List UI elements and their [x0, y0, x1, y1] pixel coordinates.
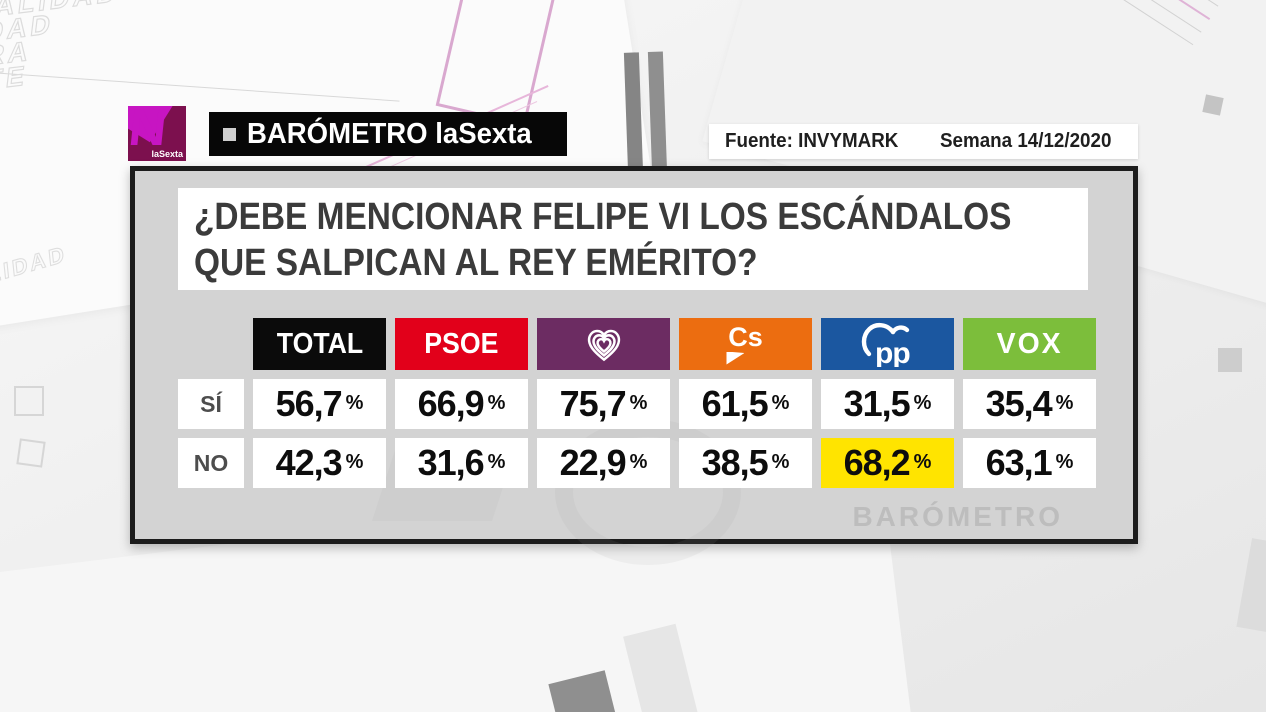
- value-no-podemos: 22,9%: [537, 438, 670, 488]
- bg-right-bar: [1236, 538, 1266, 632]
- value-no-ciudadanos: 38,5%: [679, 438, 812, 488]
- ciudadanos-logo: Cs: [726, 321, 763, 365]
- podemos-heart-icon: [587, 329, 620, 362]
- value-si-psoe: 66,9%: [395, 379, 528, 429]
- bg-diagonal-lines: [926, 0, 1226, 120]
- lasexta-logo-brand: laSexta: [151, 149, 183, 159]
- source-week: Semana 14/12/2020: [939, 130, 1112, 152]
- source-box: Fuente: INVYMARK Semana 14/12/2020: [709, 124, 1138, 159]
- banner-title: BARÓMETRO laSexta: [247, 117, 532, 150]
- psoe-logo: PSOE: [424, 327, 499, 360]
- bg-bottom-bars: [468, 623, 703, 712]
- bg-outline-text: ALIDAD DAD RA TE: [0, 0, 123, 96]
- poll-panel: ¿DEBE MENCIONAR FELIPE VI LOS ESCÁNDALOS…: [130, 166, 1138, 565]
- bg-square: [16, 438, 46, 468]
- value-no-psoe: 31,6%: [395, 438, 528, 488]
- column-header-ciudadanos: Cs: [679, 318, 812, 370]
- value-no-pp-highlighted: 68,2%: [821, 438, 954, 488]
- value-no-total: 42,3%: [253, 438, 386, 488]
- value-no-vox: 63,1%: [963, 438, 1096, 488]
- poll-question-line1: ¿DEBE MENCIONAR FELIPE VI LOS ESCÁNDALOS: [194, 196, 1012, 238]
- value-si-podemos: 75,7%: [537, 379, 670, 429]
- barometro-watermark: BARÓMETRO: [852, 501, 1063, 532]
- bg-outline-text-side: LIDAD: [0, 240, 68, 289]
- row-label-si: SÍ: [178, 379, 244, 429]
- column-header-psoe: PSOE: [395, 318, 528, 370]
- source-label: Fuente: INVYMARK: [725, 130, 899, 152]
- banner-bullet-icon: [223, 127, 236, 141]
- value-si-ciudadanos: 61,5%: [679, 379, 812, 429]
- pp-logo: pp: [861, 323, 911, 367]
- svg-text:pp: pp: [875, 337, 910, 367]
- cs-flag-icon: [726, 351, 745, 365]
- poll-question: ¿DEBE MENCIONAR FELIPE VI LOS ESCÁNDALOS…: [178, 188, 1088, 290]
- value-si-vox: 35,4%: [963, 379, 1096, 429]
- lasexta-logo: N laSexta: [128, 106, 186, 161]
- column-header-podemos: [537, 318, 670, 370]
- column-header-total: TOTAL: [253, 318, 386, 370]
- bg-grey-bars: [623, 51, 674, 175]
- vox-logo: VOX: [996, 327, 1063, 360]
- column-header-pp: pp: [821, 318, 954, 370]
- value-si-pp: 31,5%: [821, 379, 954, 429]
- poll-table: TOTAL PSOE Cs: [178, 318, 1096, 488]
- poll-question-line2: QUE SALPICAN AL REY EMÉRITO?: [194, 242, 758, 284]
- bg-square: [14, 386, 44, 416]
- total-label: TOTAL: [276, 327, 363, 360]
- row-label-no: NO: [178, 438, 244, 488]
- cs-logo-text: Cs: [728, 321, 763, 352]
- value-si-total: 56,7%: [253, 379, 386, 429]
- bg-line: [0, 71, 400, 102]
- program-banner: BARÓMETRO laSexta: [209, 112, 567, 156]
- column-header-vox: VOX: [963, 318, 1096, 370]
- table-corner-cell: [178, 318, 244, 370]
- bg-square: [1202, 94, 1224, 116]
- bg-square: [1218, 348, 1242, 372]
- bg-pink-rectangle: [435, 0, 561, 127]
